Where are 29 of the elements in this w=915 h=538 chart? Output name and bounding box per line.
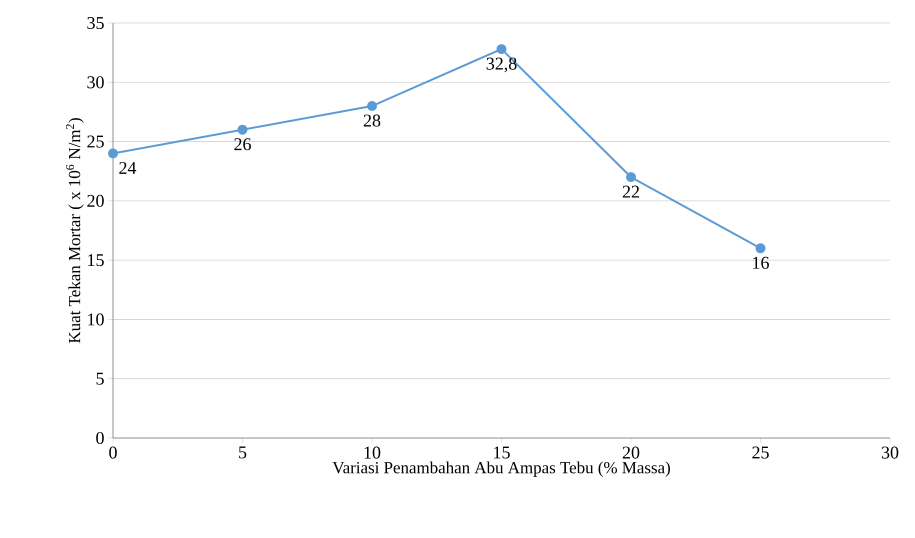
point — [108, 148, 118, 158]
point — [756, 243, 766, 254]
y-tick-label: 5 — [96, 372, 104, 385]
y-tick-label: 35 — [87, 16, 104, 30]
y-axis-title: Kuat Tekan Mortar ( x 10$^{6}$ N/m$^{2}$) — [66, 118, 84, 344]
x-axis-title: Variasi Penambahan Abu Ampas Tebu (% Massa) — [332, 461, 670, 477]
x-tick-label: 30 — [882, 446, 898, 459]
x-tick-label: 25 — [752, 446, 769, 459]
y-tick-label: 25 — [87, 136, 104, 148]
y-tick-label: 20 — [87, 194, 104, 207]
data-label: 26 — [234, 138, 251, 150]
x-tick-label: 10 — [364, 446, 380, 459]
point — [367, 100, 378, 111]
point — [496, 44, 507, 54]
data-label: 22 — [622, 186, 639, 198]
data-label: 28 — [364, 114, 380, 127]
y-tick-label: 10 — [88, 313, 104, 326]
y-tick-label: 0 — [96, 432, 104, 444]
x-tick-label: 5 — [239, 446, 246, 458]
data-label: 24 — [119, 162, 136, 174]
data-label: 16 — [753, 256, 769, 269]
point — [238, 124, 248, 135]
point — [626, 172, 636, 182]
y-tick-label: 30 — [87, 76, 104, 88]
data-label: 32,8 — [486, 58, 517, 72]
x-tick-label: 20 — [622, 446, 640, 459]
y-tick-label: 15 — [88, 254, 104, 266]
x-tick-label: 0 — [109, 446, 117, 459]
x-tick-label: 15 — [494, 446, 510, 459]
